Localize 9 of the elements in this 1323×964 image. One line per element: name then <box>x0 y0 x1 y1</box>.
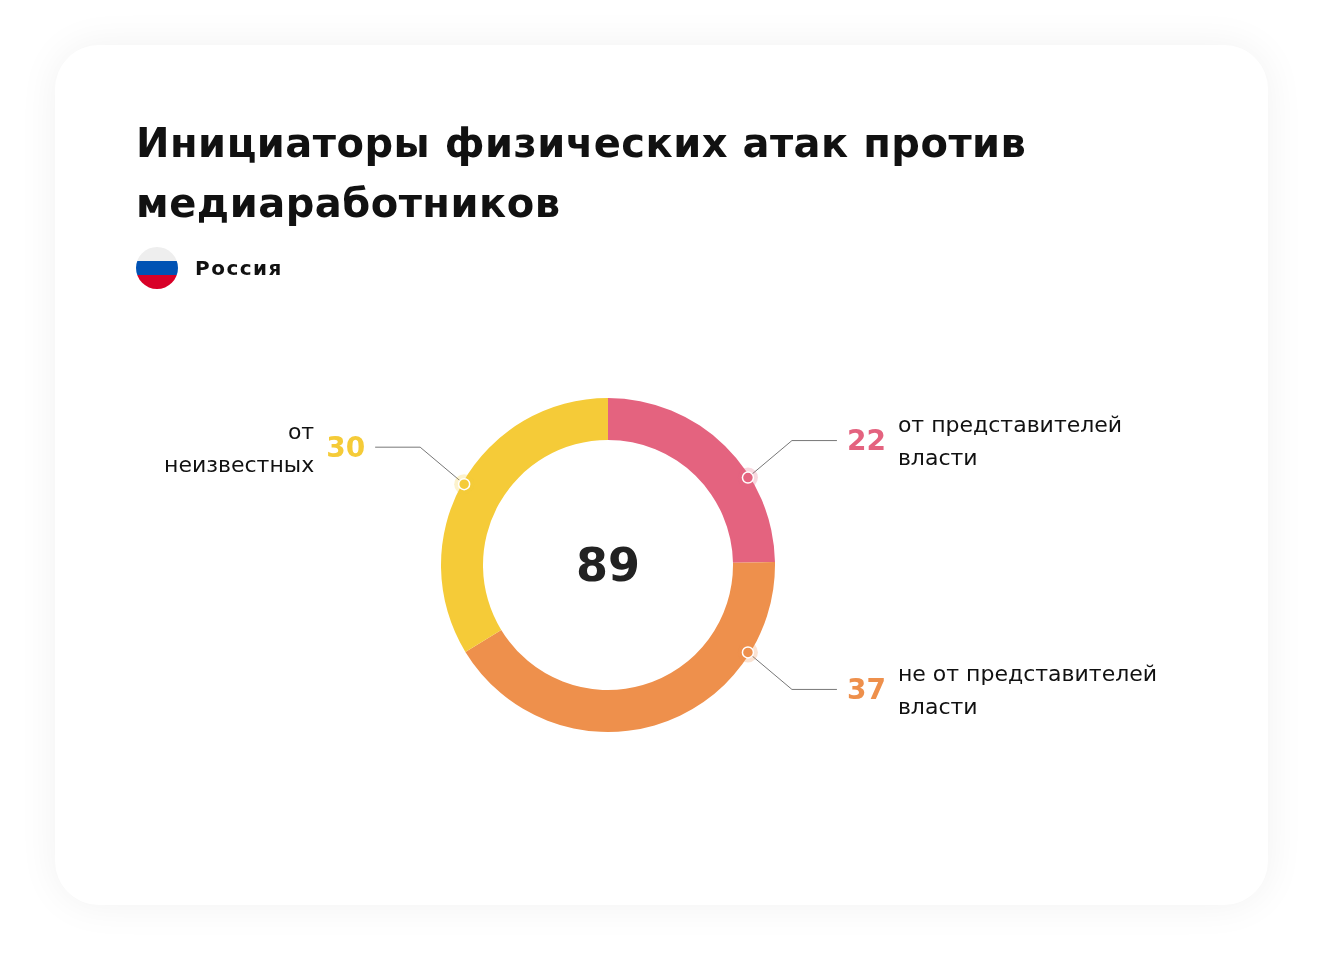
text: 89 <box>575 538 640 592</box>
slice-label: от неизвестных <box>164 418 315 477</box>
data-label: 30 <box>326 430 366 464</box>
chart-title: Инициаторы физических атак против медиаработников <box>136 119 1028 228</box>
slice-label: от представителей власти <box>897 411 1123 470</box>
data-label: 22 <box>846 424 886 458</box>
data-label: 37 <box>846 672 886 706</box>
slice-label: не от представителей власти <box>897 660 1158 719</box>
chart-subtitle: Россия <box>195 255 283 282</box>
